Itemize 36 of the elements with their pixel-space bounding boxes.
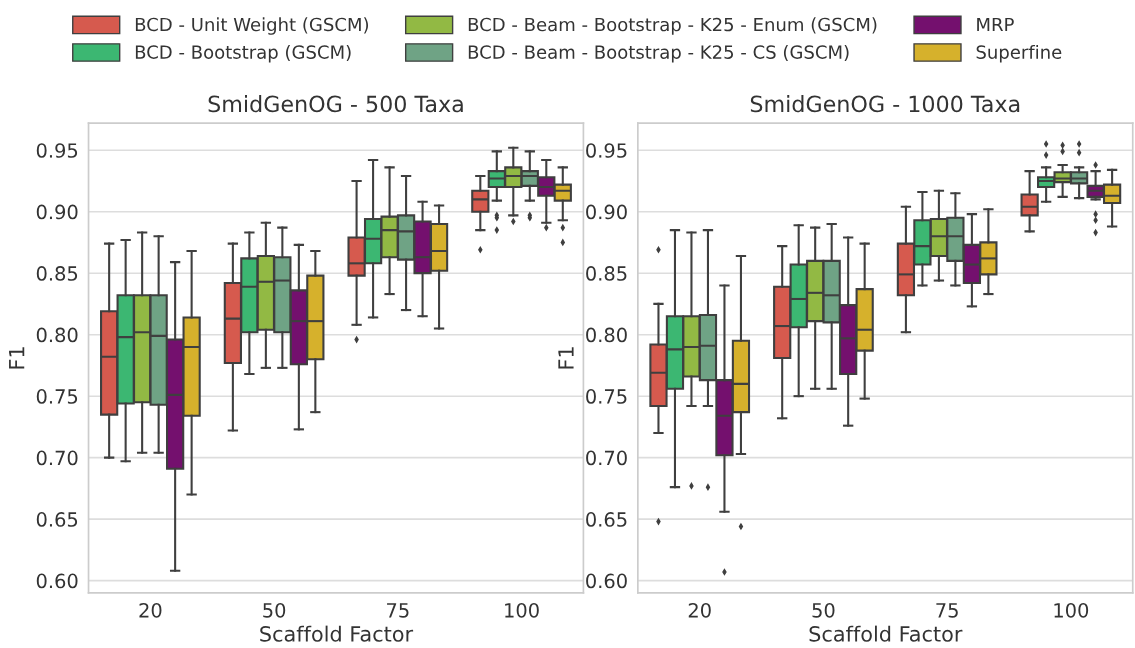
y-tick-label: 0.80 [586, 327, 627, 343]
y-axis-title: F1 [9, 347, 25, 369]
x-tick-label: 100 [1054, 602, 1089, 618]
chart-title: SmidGenOG - 500 Taxa [208, 95, 463, 113]
y-tick-label: 0.70 [36, 450, 78, 466]
x-tick-label: 100 [505, 602, 539, 618]
legend-label: BCD - Unit Weight (GSCM) [135, 17, 369, 35]
y-tick-label: 0.95 [36, 143, 78, 158]
x-tick-label: 20 [688, 602, 711, 618]
legend-label: BCD - Bootstrap (GSCM) [135, 44, 351, 63]
x-axis-title: Scaffold Factor [260, 625, 414, 642]
y-tick-label: 0.90 [586, 204, 627, 220]
y-tick-label: 0.75 [36, 389, 78, 404]
legend-label: BCD - Beam - Bootstrap - K25 - CS (GSCM) [468, 44, 849, 63]
x-tick-label: 75 [387, 603, 409, 618]
y-tick-label: 0.85 [36, 266, 78, 281]
legend-label: BCD - Beam - Bootstrap - K25 - Enum (GSCM) [468, 17, 877, 35]
y-tick-label: 0.65 [36, 512, 78, 527]
y-tick-label: 0.80 [36, 327, 78, 343]
y-axis-title: F1 [558, 347, 574, 369]
x-tick-label: 50 [263, 602, 286, 618]
x-tick-label: 50 [812, 602, 835, 618]
y-tick-label: 0.60 [586, 573, 627, 589]
y-tick-label: 0.70 [586, 450, 627, 466]
x-tick-label: 20 [139, 602, 162, 618]
legend-label: MRP [977, 17, 1014, 32]
y-tick-label: 0.75 [586, 389, 627, 404]
chart-title: SmidGenOG - 1000 Taxa [750, 95, 1020, 113]
legend-label: Superfine [976, 44, 1062, 63]
y-tick-label: 0.95 [586, 143, 627, 158]
y-tick-label: 0.60 [36, 573, 78, 589]
y-tick-label: 0.90 [36, 204, 78, 220]
x-tick-label: 75 [936, 603, 958, 618]
x-axis-title: Scaffold Factor [809, 625, 963, 642]
y-tick-label: 0.65 [586, 512, 627, 527]
y-tick-label: 0.85 [586, 266, 627, 281]
